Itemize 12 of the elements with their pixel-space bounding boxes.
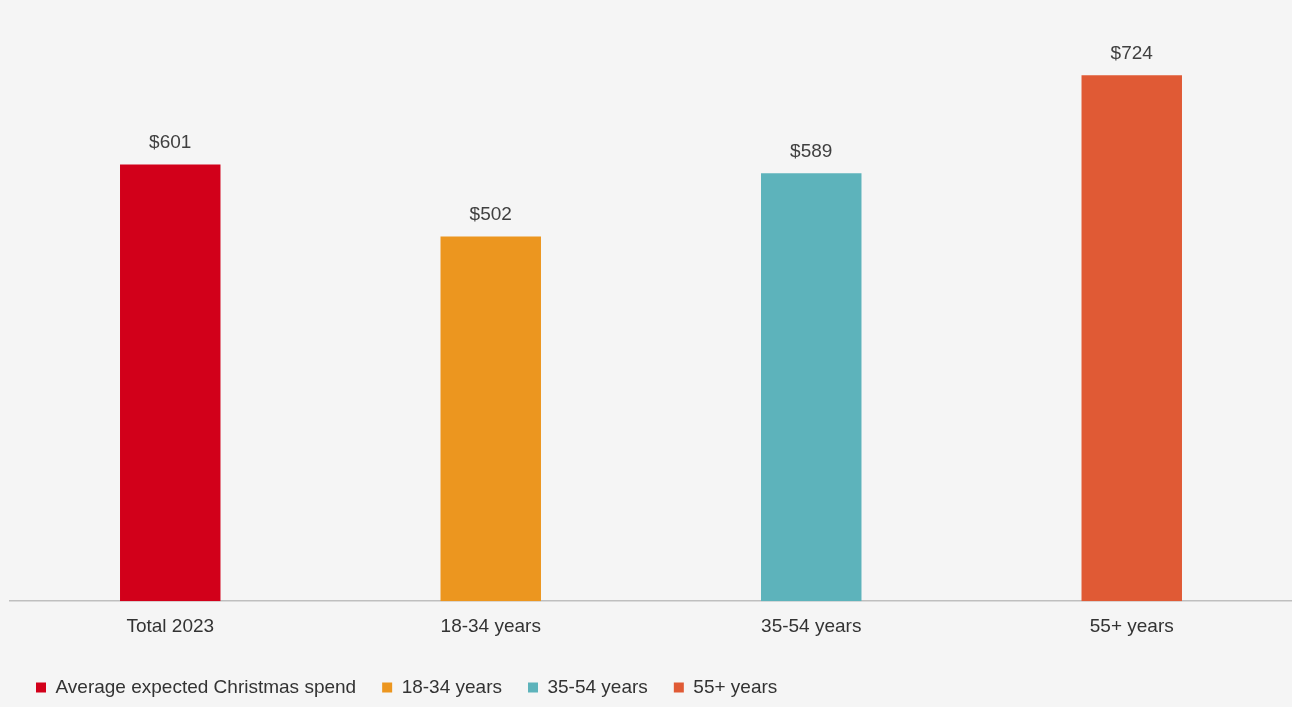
x-tick-label: 18-34 years [440,614,541,636]
x-tick-label: Total 2023 [126,614,215,636]
data-label: $502 [469,203,512,225]
x-tick-label: 35-54 years [761,614,862,636]
data-label: $724 [1110,41,1154,63]
x-tick-label: 55+ years [1089,614,1174,636]
legend-label: 55+ years [693,675,778,697]
data-label: $601 [149,131,192,153]
legend-label: 35-54 years [547,675,648,697]
legend-label: 18-34 years [401,675,502,697]
data-label: $589 [790,140,833,162]
legend-label: Average expected Christmas spend [55,675,357,697]
